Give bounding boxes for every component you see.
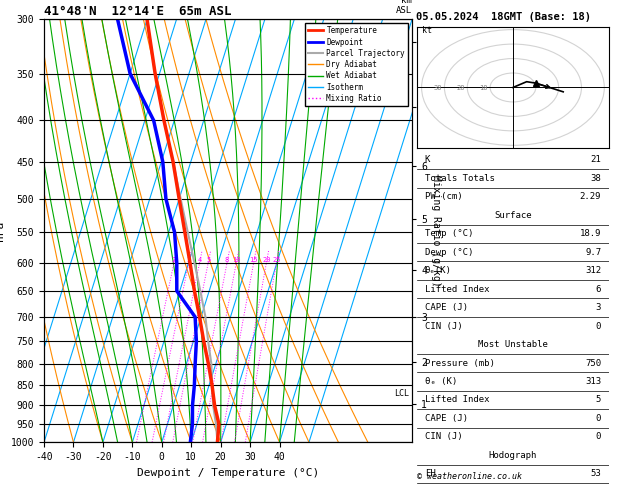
Text: Most Unstable: Most Unstable	[478, 340, 548, 349]
Text: Lifted Index: Lifted Index	[425, 396, 489, 404]
Text: 10: 10	[232, 257, 240, 263]
X-axis label: Dewpoint / Temperature (°C): Dewpoint / Temperature (°C)	[137, 468, 319, 478]
Text: Temp (°C): Temp (°C)	[425, 229, 473, 238]
Text: 313: 313	[585, 377, 601, 386]
Text: 05.05.2024  18GMT (Base: 18): 05.05.2024 18GMT (Base: 18)	[416, 12, 591, 22]
Text: © weatheronline.co.uk: © weatheronline.co.uk	[417, 472, 522, 481]
Text: 25: 25	[272, 257, 281, 263]
Text: 30: 30	[433, 86, 442, 91]
Text: 21: 21	[591, 156, 601, 164]
Text: LCL: LCL	[394, 389, 409, 398]
Text: 38: 38	[591, 174, 601, 183]
Text: 8: 8	[225, 257, 229, 263]
Text: 2: 2	[172, 257, 176, 263]
Text: PW (cm): PW (cm)	[425, 192, 462, 201]
Legend: Temperature, Dewpoint, Parcel Trajectory, Dry Adiabat, Wet Adiabat, Isotherm, Mi: Temperature, Dewpoint, Parcel Trajectory…	[305, 23, 408, 106]
Text: 312: 312	[585, 266, 601, 275]
Text: kt: kt	[421, 26, 431, 35]
Text: 20: 20	[262, 257, 270, 263]
Text: 15: 15	[250, 257, 258, 263]
Text: Dewp (°C): Dewp (°C)	[425, 248, 473, 257]
Text: EH: EH	[425, 469, 435, 478]
Y-axis label: hPa: hPa	[0, 221, 5, 241]
Text: 0: 0	[596, 414, 601, 423]
Text: 3: 3	[187, 257, 191, 263]
Text: 9.7: 9.7	[585, 248, 601, 257]
Text: 0: 0	[596, 322, 601, 330]
Text: CIN (J): CIN (J)	[425, 322, 462, 330]
Text: θₑ(K): θₑ(K)	[425, 266, 452, 275]
Text: 750: 750	[585, 359, 601, 367]
Text: Hodograph: Hodograph	[489, 451, 537, 460]
Text: 6: 6	[596, 285, 601, 294]
Text: km
ASL: km ASL	[396, 0, 412, 15]
Text: CAPE (J): CAPE (J)	[425, 303, 468, 312]
Text: 5: 5	[596, 396, 601, 404]
Text: 5: 5	[206, 257, 210, 263]
Text: Surface: Surface	[494, 211, 532, 220]
Text: CIN (J): CIN (J)	[425, 433, 462, 441]
Text: CAPE (J): CAPE (J)	[425, 414, 468, 423]
Text: θₑ (K): θₑ (K)	[425, 377, 457, 386]
Text: 2.29: 2.29	[580, 192, 601, 201]
Text: 3: 3	[596, 303, 601, 312]
Text: 4: 4	[198, 257, 202, 263]
Text: 53: 53	[591, 469, 601, 478]
Text: 0: 0	[596, 433, 601, 441]
Text: Lifted Index: Lifted Index	[425, 285, 489, 294]
Text: 41°48'N  12°14'E  65m ASL: 41°48'N 12°14'E 65m ASL	[44, 5, 231, 18]
Text: 18.9: 18.9	[580, 229, 601, 238]
Text: Pressure (mb): Pressure (mb)	[425, 359, 494, 367]
Text: Totals Totals: Totals Totals	[425, 174, 494, 183]
Text: K: K	[425, 156, 430, 164]
Text: 20: 20	[457, 86, 465, 91]
Y-axis label: Mixing Ratio (g/kg): Mixing Ratio (g/kg)	[431, 175, 441, 287]
Text: 10: 10	[479, 86, 488, 91]
